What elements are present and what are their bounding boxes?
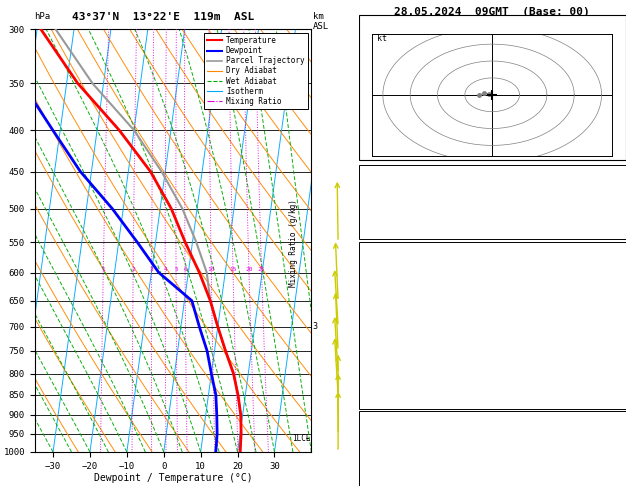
Text: 2: 2 bbox=[131, 267, 135, 272]
Text: 20: 20 bbox=[245, 267, 253, 272]
Text: 6: 6 bbox=[183, 267, 187, 272]
Text: K: K bbox=[367, 167, 372, 176]
Text: Temp (°C): Temp (°C) bbox=[367, 267, 415, 276]
Text: 5: 5 bbox=[174, 267, 178, 272]
Legend: Temperature, Dewpoint, Parcel Trajectory, Dry Adiabat, Wet Adiabat, Isotherm, Mi: Temperature, Dewpoint, Parcel Trajectory… bbox=[204, 33, 308, 109]
Text: km: km bbox=[313, 12, 323, 21]
Text: 322: 322 bbox=[604, 313, 621, 323]
Bar bbox=[359, 165, 626, 239]
Text: 4: 4 bbox=[164, 267, 167, 272]
Text: 1001: 1001 bbox=[599, 436, 621, 446]
Text: 28.05.2024  09GMT  (Base: 00): 28.05.2024 09GMT (Base: 00) bbox=[394, 7, 590, 17]
Text: θₑ (K): θₑ (K) bbox=[367, 460, 399, 469]
Text: ASL: ASL bbox=[313, 22, 329, 31]
Text: Lifted Index: Lifted Index bbox=[367, 337, 431, 346]
Text: 43°37'N  13°22'E  119m  ASL: 43°37'N 13°22'E 119m ASL bbox=[72, 12, 255, 22]
Bar bbox=[359, 411, 626, 486]
Text: PW (cm): PW (cm) bbox=[367, 214, 404, 223]
Text: 3: 3 bbox=[313, 322, 318, 331]
Text: 20.7: 20.7 bbox=[599, 267, 621, 276]
Text: 19: 19 bbox=[610, 383, 621, 393]
Text: -1: -1 bbox=[610, 483, 621, 486]
Text: Totals Totals: Totals Totals bbox=[367, 191, 437, 200]
Text: 15: 15 bbox=[229, 267, 237, 272]
Text: 25: 25 bbox=[258, 267, 265, 272]
Text: 322: 322 bbox=[604, 460, 621, 469]
Text: kt: kt bbox=[377, 34, 387, 43]
Text: Pressure (mb): Pressure (mb) bbox=[367, 436, 437, 446]
Text: Mixing Ratio (g/kg): Mixing Ratio (g/kg) bbox=[289, 199, 298, 287]
Text: Dewp (°C): Dewp (°C) bbox=[367, 290, 415, 299]
Text: 2.85: 2.85 bbox=[599, 214, 621, 223]
Text: 29: 29 bbox=[610, 167, 621, 176]
Text: CAPE (J): CAPE (J) bbox=[367, 360, 409, 369]
Text: Lifted Index: Lifted Index bbox=[367, 483, 431, 486]
Text: © weatheronline.co.uk: © weatheronline.co.uk bbox=[440, 472, 545, 481]
Text: 14.1: 14.1 bbox=[599, 290, 621, 299]
Text: 320: 320 bbox=[604, 360, 621, 369]
Text: hPa: hPa bbox=[35, 12, 51, 21]
X-axis label: Dewpoint / Temperature (°C): Dewpoint / Temperature (°C) bbox=[94, 473, 252, 484]
Bar bbox=[359, 242, 626, 409]
Text: Surface: Surface bbox=[474, 243, 511, 253]
Text: 46: 46 bbox=[610, 191, 621, 200]
Text: 10: 10 bbox=[208, 267, 215, 272]
Text: CIN (J): CIN (J) bbox=[367, 383, 404, 393]
Text: 3: 3 bbox=[150, 267, 153, 272]
Text: -1: -1 bbox=[610, 337, 621, 346]
Bar bbox=[359, 15, 626, 160]
Text: 1: 1 bbox=[101, 267, 105, 272]
Text: Most Unstable: Most Unstable bbox=[457, 413, 527, 422]
Text: θₑ(K): θₑ(K) bbox=[367, 313, 393, 323]
Text: 1LCL: 1LCL bbox=[292, 434, 310, 443]
